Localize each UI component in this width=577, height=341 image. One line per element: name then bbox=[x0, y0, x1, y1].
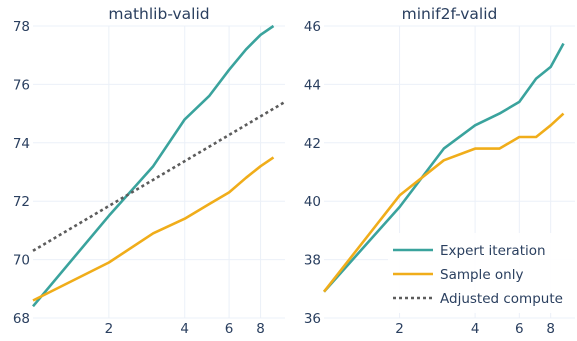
y-tick-label: 72 bbox=[13, 194, 30, 210]
chart-title: minif2f-valid bbox=[402, 5, 498, 23]
legend-label: Sample only bbox=[440, 267, 523, 283]
legend: Expert iteration Sample only Adjusted comp… bbox=[388, 233, 575, 313]
y-tick-label: 46 bbox=[304, 19, 321, 35]
y-tick-label: 44 bbox=[304, 77, 321, 93]
y-tick-label: 36 bbox=[304, 311, 321, 327]
y-tick-label: 78 bbox=[13, 19, 30, 35]
x-tick-label: 6 bbox=[225, 321, 234, 337]
x-tick-label: 8 bbox=[546, 321, 555, 337]
x-tick-label: 2 bbox=[395, 321, 404, 337]
chart-title: mathlib-valid bbox=[108, 5, 209, 23]
expert-iteration-line bbox=[323, 42, 565, 293]
expert-iteration-line bbox=[32, 24, 275, 308]
y-tick-label: 70 bbox=[13, 253, 30, 269]
y-tick-label: 74 bbox=[13, 136, 30, 152]
legend-label: Expert iteration bbox=[440, 243, 546, 259]
legend-label: Adjusted compute bbox=[440, 291, 563, 307]
x-tick-label: 6 bbox=[515, 321, 524, 337]
y-tick-label: 42 bbox=[304, 136, 321, 152]
sample-only-line bbox=[32, 156, 275, 302]
y-tick-label: 76 bbox=[13, 77, 30, 93]
y-tick-label: 40 bbox=[304, 194, 321, 210]
x-tick-label: 4 bbox=[180, 321, 189, 337]
y-tick-label: 68 bbox=[13, 311, 30, 327]
adjusted-compute-line bbox=[32, 100, 286, 252]
x-tick-label: 4 bbox=[471, 321, 480, 337]
sample-only-line bbox=[322, 112, 565, 293]
y-tick-label: 38 bbox=[304, 253, 321, 269]
x-tick-label: 2 bbox=[105, 321, 114, 337]
x-tick-label: 8 bbox=[256, 321, 265, 337]
